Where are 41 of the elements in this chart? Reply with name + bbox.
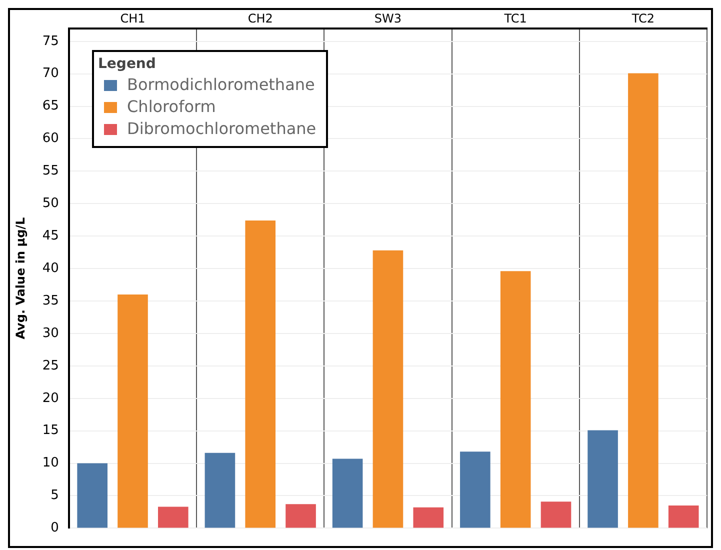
x-tick-label: TC1 — [503, 11, 527, 26]
bar — [286, 504, 316, 528]
y-tick-label: 70 — [42, 66, 59, 82]
x-tick-label: CH1 — [120, 11, 146, 26]
y-tick-label: 75 — [42, 34, 59, 49]
legend-label: Bormodichloromethane — [126, 74, 316, 96]
y-tick-label: 55 — [42, 164, 59, 179]
y-tick-label: 35 — [42, 293, 59, 308]
bar — [332, 458, 363, 528]
x-tick-label: SW3 — [374, 11, 402, 26]
y-axis-title: Avg. Value in µg/L — [13, 216, 28, 340]
bar — [540, 502, 572, 528]
bar — [588, 430, 618, 528]
bar — [628, 73, 658, 528]
bar — [460, 452, 490, 528]
y-tick-label: 10 — [42, 456, 59, 471]
y-tick-label: 40 — [42, 260, 59, 276]
y-tick-label: 20 — [42, 390, 59, 406]
y-tick-label: 15 — [42, 423, 59, 438]
bar — [668, 505, 699, 528]
y-tick-label: 65 — [42, 98, 59, 114]
bar — [204, 452, 236, 528]
y-tick-label: 30 — [42, 326, 59, 341]
bar — [245, 220, 276, 528]
bar — [500, 271, 531, 528]
legend-label: Chloroform — [126, 96, 217, 118]
bar — [413, 507, 444, 528]
y-tick-label: 5 — [50, 488, 59, 504]
y-tick-label: 25 — [42, 358, 59, 374]
bar — [77, 463, 108, 528]
y-tick-label: 60 — [42, 131, 59, 146]
x-tick-label: TC2 — [630, 11, 655, 26]
bar — [372, 250, 404, 528]
y-tick-label: 45 — [42, 228, 59, 244]
bar — [158, 506, 188, 528]
legend-title: Legend — [98, 56, 157, 72]
x-tick-label: CH2 — [248, 11, 273, 26]
y-tick-label: 0 — [50, 520, 59, 536]
legend-label: Dibromochloromethane — [126, 118, 316, 140]
bar — [118, 294, 148, 528]
y-tick-label: 50 — [42, 196, 59, 212]
